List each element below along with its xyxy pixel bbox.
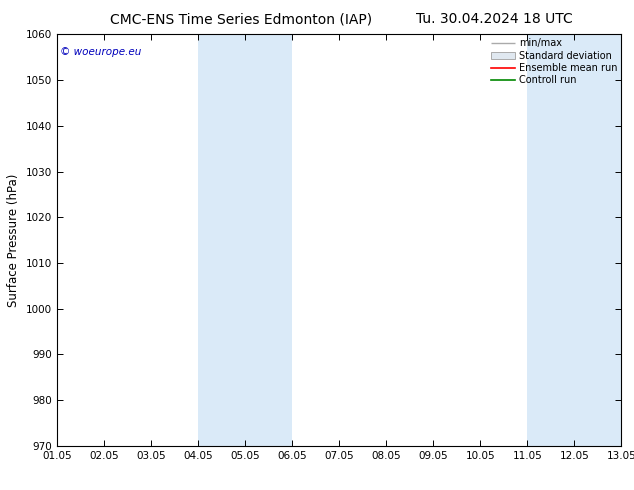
Legend: min/max, Standard deviation, Ensemble mean run, Controll run: min/max, Standard deviation, Ensemble me… [489, 36, 619, 87]
Bar [527, 34, 621, 446]
Bar [198, 34, 292, 446]
Text: CMC-ENS Time Series Edmonton (IAP): CMC-ENS Time Series Edmonton (IAP) [110, 12, 372, 26]
Text: Tu. 30.04.2024 18 UTC: Tu. 30.04.2024 18 UTC [416, 12, 573, 26]
Text: © woeurope.eu: © woeurope.eu [60, 47, 141, 57]
Y-axis label: Surface Pressure (hPa): Surface Pressure (hPa) [8, 173, 20, 307]
